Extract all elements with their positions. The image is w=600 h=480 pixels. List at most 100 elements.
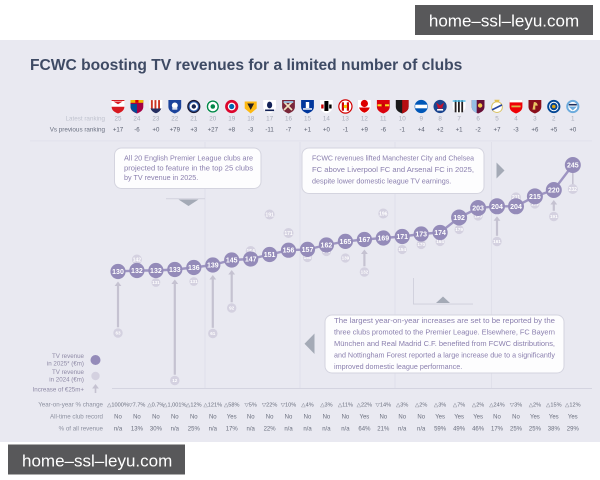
svg-text:△11%: △11% — [338, 403, 353, 409]
svg-text:△2%: △2% — [415, 403, 427, 409]
svg-text:156: 156 — [283, 248, 295, 255]
svg-text:△2%: △2% — [472, 403, 484, 409]
svg-text:△0.7%: △0.7% — [147, 403, 164, 409]
svg-text:FCWC revenues lifted Mancheste: FCWC revenues lifted Manchester City and… — [312, 154, 474, 163]
svg-text:No: No — [323, 415, 331, 421]
svg-text:△15%: △15% — [546, 403, 562, 409]
svg-text:179: 179 — [455, 227, 463, 232]
svg-text:164: 164 — [436, 239, 444, 244]
svg-text:12: 12 — [172, 378, 178, 383]
svg-text:n/a: n/a — [341, 427, 350, 433]
svg-text:Yes: Yes — [360, 415, 370, 421]
svg-text:17%: 17% — [226, 427, 239, 433]
svg-text:Yes: Yes — [473, 415, 483, 421]
svg-text:home–ssl–leyu.com: home–ssl–leyu.com — [22, 452, 172, 471]
svg-text:1: 1 — [571, 116, 575, 123]
svg-text:n/a: n/a — [209, 427, 218, 433]
svg-text:△4%: △4% — [301, 403, 313, 409]
svg-text:-7: -7 — [286, 127, 292, 134]
svg-text:147: 147 — [245, 257, 257, 264]
svg-text:n/a: n/a — [303, 427, 312, 433]
svg-text:No: No — [209, 415, 217, 421]
svg-text:Yes: Yes — [530, 415, 540, 421]
svg-text:211: 211 — [512, 195, 520, 201]
svg-text:-3: -3 — [248, 127, 254, 134]
svg-text:24: 24 — [133, 116, 141, 123]
svg-text:+2: +2 — [437, 127, 445, 134]
svg-text:TV revenue: TV revenue — [52, 353, 85, 360]
svg-text:21%: 21% — [377, 427, 390, 433]
svg-text:130: 130 — [112, 269, 124, 276]
svg-text:161: 161 — [493, 239, 501, 244]
svg-text:170: 170 — [417, 242, 425, 247]
svg-text:139: 139 — [207, 263, 219, 270]
svg-text:+7: +7 — [494, 127, 502, 134]
svg-text:No: No — [247, 415, 255, 421]
svg-text:167: 167 — [359, 237, 371, 244]
svg-text:+4: +4 — [418, 127, 426, 134]
svg-text:7: 7 — [457, 116, 461, 123]
svg-text:139: 139 — [342, 256, 350, 261]
svg-text:△58%: △58% — [224, 403, 240, 409]
svg-text:59%: 59% — [434, 427, 447, 433]
svg-text:13%: 13% — [131, 427, 144, 433]
svg-text:△3%: △3% — [396, 403, 408, 409]
svg-text:204: 204 — [510, 204, 522, 211]
svg-text:61: 61 — [210, 331, 216, 336]
svg-text:+0: +0 — [152, 127, 160, 134]
svg-text:131: 131 — [152, 280, 160, 285]
svg-text:6: 6 — [476, 116, 480, 123]
svg-text:132: 132 — [361, 270, 369, 275]
svg-text:+6: +6 — [531, 127, 539, 134]
svg-text:No: No — [379, 415, 387, 421]
svg-text:132: 132 — [131, 268, 143, 275]
svg-text:-2: -2 — [475, 127, 481, 134]
svg-text:n/a: n/a — [417, 427, 426, 433]
svg-text:△3%: △3% — [434, 403, 446, 409]
svg-text:All 20 English Premier League: All 20 English Premier League clubs are — [124, 154, 253, 163]
svg-text:150: 150 — [304, 255, 312, 260]
svg-text:△22%: △22% — [357, 403, 373, 409]
svg-text:3: 3 — [533, 116, 537, 123]
svg-text:△1000%: △1000% — [107, 403, 129, 409]
svg-text:64%: 64% — [358, 427, 371, 433]
svg-text:+79: +79 — [170, 127, 181, 134]
svg-text:▽14%: ▽14% — [376, 403, 392, 409]
svg-text:home–ssl–leyu.com: home–ssl–leyu.com — [429, 12, 579, 31]
svg-text:No: No — [417, 415, 425, 421]
svg-text:25%: 25% — [529, 427, 542, 433]
svg-text:+9: +9 — [361, 127, 369, 134]
svg-text:Yes: Yes — [454, 415, 464, 421]
svg-text:▽5%: ▽5% — [245, 403, 257, 409]
svg-text:+0: +0 — [569, 127, 577, 134]
svg-text:FC above Liverpool FC and Arse: FC above Liverpool FC and Arsenal FC in … — [312, 165, 474, 174]
svg-text:△121%: △121% — [203, 403, 222, 409]
svg-text:151: 151 — [264, 252, 276, 259]
svg-text:22: 22 — [171, 116, 179, 123]
svg-text:No: No — [190, 415, 198, 421]
svg-text:No: No — [398, 415, 406, 421]
svg-text:improved domestic league perfo: improved domestic league performance. — [334, 362, 462, 371]
svg-text:171: 171 — [396, 234, 408, 241]
svg-text:191: 191 — [265, 212, 274, 218]
svg-text:n/a: n/a — [398, 427, 407, 433]
svg-text:and Nottingham Forest reported: and Nottingham Forest reported a large i… — [334, 351, 555, 360]
svg-text:n/a: n/a — [322, 427, 331, 433]
svg-text:38%: 38% — [548, 427, 561, 433]
svg-text:23: 23 — [152, 116, 160, 123]
svg-text:192: 192 — [453, 215, 465, 222]
svg-text:No: No — [512, 415, 520, 421]
svg-text:△24%: △24% — [489, 403, 505, 409]
svg-text:19: 19 — [228, 116, 236, 123]
svg-text:+1: +1 — [304, 127, 312, 134]
svg-text:133: 133 — [169, 267, 181, 274]
svg-text:▽10%: ▽10% — [281, 403, 297, 409]
svg-text:154: 154 — [398, 247, 406, 252]
svg-text:despite lower domestic league: despite lower domestic league TV earning… — [312, 177, 451, 186]
svg-text:10: 10 — [399, 116, 407, 123]
svg-text:Vs previous ranking: Vs previous ranking — [50, 127, 106, 134]
svg-text:△1,001%: △1,001% — [163, 403, 186, 409]
svg-text:-6: -6 — [381, 127, 387, 134]
svg-text:136: 136 — [188, 265, 200, 272]
svg-text:157: 157 — [302, 247, 314, 254]
